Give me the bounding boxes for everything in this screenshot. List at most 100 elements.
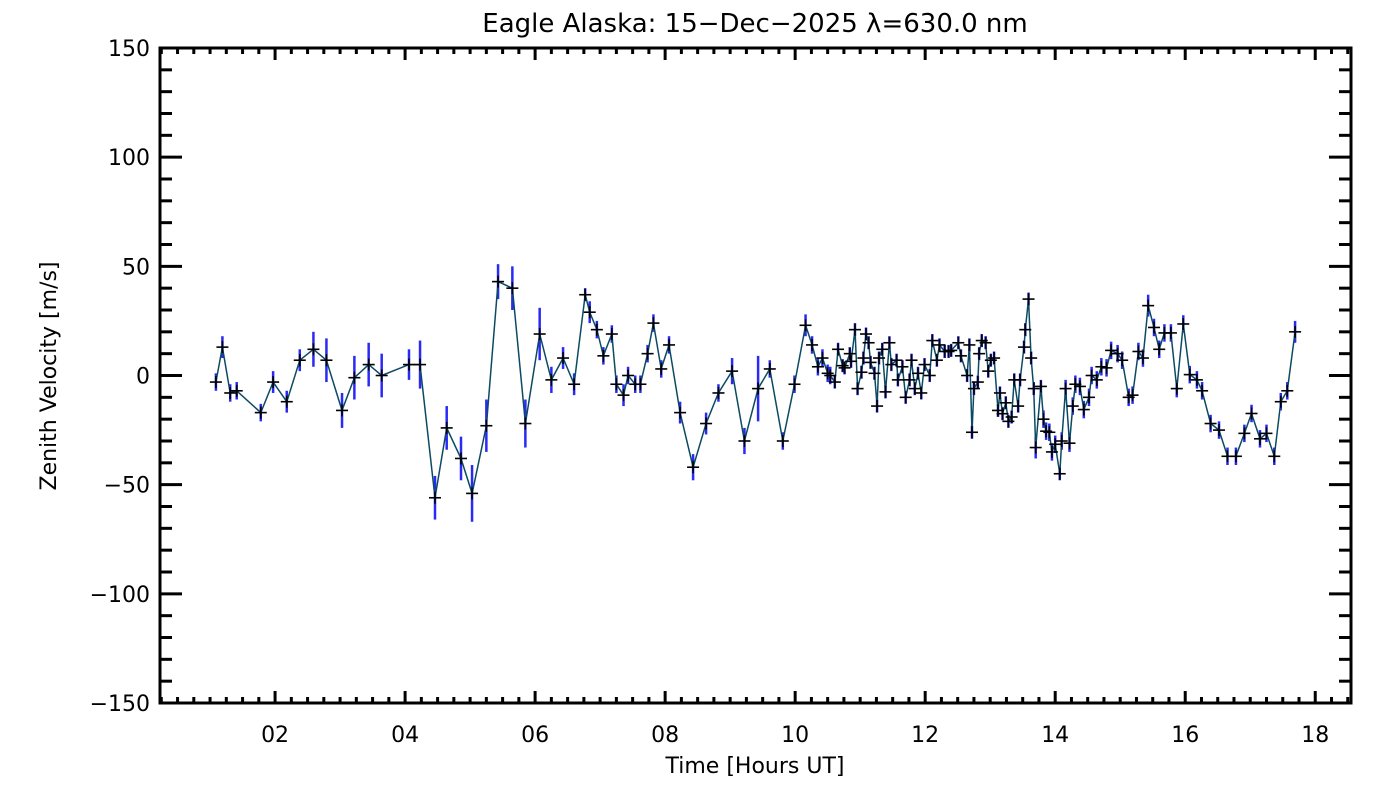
data-point bbox=[307, 343, 320, 356]
data-point bbox=[1268, 450, 1281, 463]
data-point bbox=[428, 491, 441, 504]
data-point bbox=[851, 382, 864, 395]
data-point bbox=[375, 369, 388, 382]
data-point bbox=[634, 378, 647, 391]
data-point bbox=[1100, 361, 1113, 374]
data-point bbox=[687, 461, 700, 474]
data-point bbox=[843, 347, 856, 360]
data-point bbox=[663, 338, 676, 351]
data-point bbox=[1213, 424, 1226, 437]
data-point bbox=[933, 338, 946, 351]
data-point bbox=[348, 371, 361, 384]
data-point bbox=[617, 389, 630, 402]
data-point bbox=[216, 341, 229, 354]
x-tick-label: 10 bbox=[781, 723, 809, 748]
data-point bbox=[873, 352, 886, 365]
data-point bbox=[763, 362, 776, 375]
data-point bbox=[700, 417, 713, 430]
data-point bbox=[806, 338, 819, 351]
data-point bbox=[836, 359, 849, 372]
data-point bbox=[1012, 400, 1025, 413]
data-point bbox=[899, 391, 912, 404]
data-point bbox=[891, 373, 904, 386]
x-tick-label: 12 bbox=[911, 723, 939, 748]
data-point bbox=[622, 369, 635, 382]
data-point bbox=[848, 323, 861, 336]
data-point bbox=[971, 376, 984, 389]
data-point bbox=[506, 282, 519, 295]
data-point bbox=[647, 317, 660, 330]
data-point bbox=[1190, 373, 1203, 386]
data-point bbox=[942, 345, 955, 358]
data-point bbox=[557, 352, 570, 365]
data-point bbox=[610, 378, 623, 391]
data-point bbox=[799, 319, 812, 332]
y-axis-label: Zenith Velocity [m/s] bbox=[37, 262, 62, 491]
data-point bbox=[1289, 325, 1302, 338]
data-point bbox=[855, 366, 868, 379]
data-point bbox=[1229, 450, 1242, 463]
data-point bbox=[336, 404, 349, 417]
y-tick-label: −50 bbox=[104, 474, 150, 499]
data-point bbox=[1105, 344, 1118, 357]
data-point bbox=[1077, 403, 1090, 416]
y-tick-label: 100 bbox=[108, 146, 150, 171]
data-point bbox=[224, 386, 237, 399]
data-point bbox=[1019, 323, 1032, 336]
data-point bbox=[857, 352, 870, 365]
data-point bbox=[954, 349, 967, 362]
data-point bbox=[590, 323, 603, 336]
x-tick-label: 08 bbox=[651, 723, 679, 748]
data-point bbox=[828, 376, 841, 389]
data-point bbox=[1029, 441, 1042, 454]
data-point bbox=[466, 487, 479, 500]
data-point bbox=[879, 385, 892, 398]
data-point bbox=[579, 288, 592, 301]
data-point bbox=[1142, 299, 1155, 312]
data-point bbox=[597, 349, 610, 362]
data-point bbox=[267, 376, 280, 389]
data-point bbox=[915, 386, 928, 399]
data-point bbox=[776, 435, 789, 447]
data-point bbox=[821, 367, 834, 380]
data-point bbox=[811, 360, 824, 373]
data-point bbox=[890, 354, 903, 367]
data-point bbox=[519, 417, 532, 430]
data-point bbox=[930, 354, 943, 367]
y-tick-label: 150 bbox=[108, 37, 150, 62]
x-tick-label: 14 bbox=[1041, 723, 1069, 748]
data-point bbox=[455, 452, 468, 465]
data-point bbox=[1177, 317, 1190, 330]
x-axis-label: Time [Hours UT] bbox=[665, 754, 845, 779]
data-point bbox=[1014, 373, 1027, 386]
data-point bbox=[545, 373, 558, 386]
data-point bbox=[1183, 368, 1196, 381]
data-point bbox=[923, 369, 936, 382]
data-point bbox=[908, 382, 921, 395]
data-point bbox=[999, 396, 1012, 409]
data-point bbox=[1196, 384, 1209, 397]
y-tick-label: −150 bbox=[90, 692, 150, 717]
data-point bbox=[788, 378, 801, 391]
data-point bbox=[402, 358, 415, 371]
x-tick-label: 02 bbox=[261, 723, 289, 748]
data-markers bbox=[209, 275, 1302, 504]
data-point bbox=[1037, 413, 1050, 426]
chart-title: Eagle Alaska: 15−Dec−2025 λ=630.0 nm bbox=[482, 9, 1027, 39]
data-point bbox=[1083, 391, 1096, 404]
data-point bbox=[1045, 445, 1058, 458]
data-point bbox=[862, 336, 875, 349]
data-point bbox=[1049, 438, 1062, 451]
data-point bbox=[903, 373, 916, 386]
data-point bbox=[1238, 427, 1251, 440]
data-point bbox=[988, 352, 1001, 365]
data-point bbox=[1095, 360, 1108, 373]
data-point bbox=[533, 328, 546, 341]
data-point bbox=[1132, 345, 1145, 358]
data-point bbox=[868, 367, 881, 380]
data-point bbox=[1034, 380, 1047, 393]
data-point bbox=[896, 360, 909, 373]
data-point bbox=[1126, 389, 1139, 402]
x-tick-label: 16 bbox=[1171, 723, 1199, 748]
